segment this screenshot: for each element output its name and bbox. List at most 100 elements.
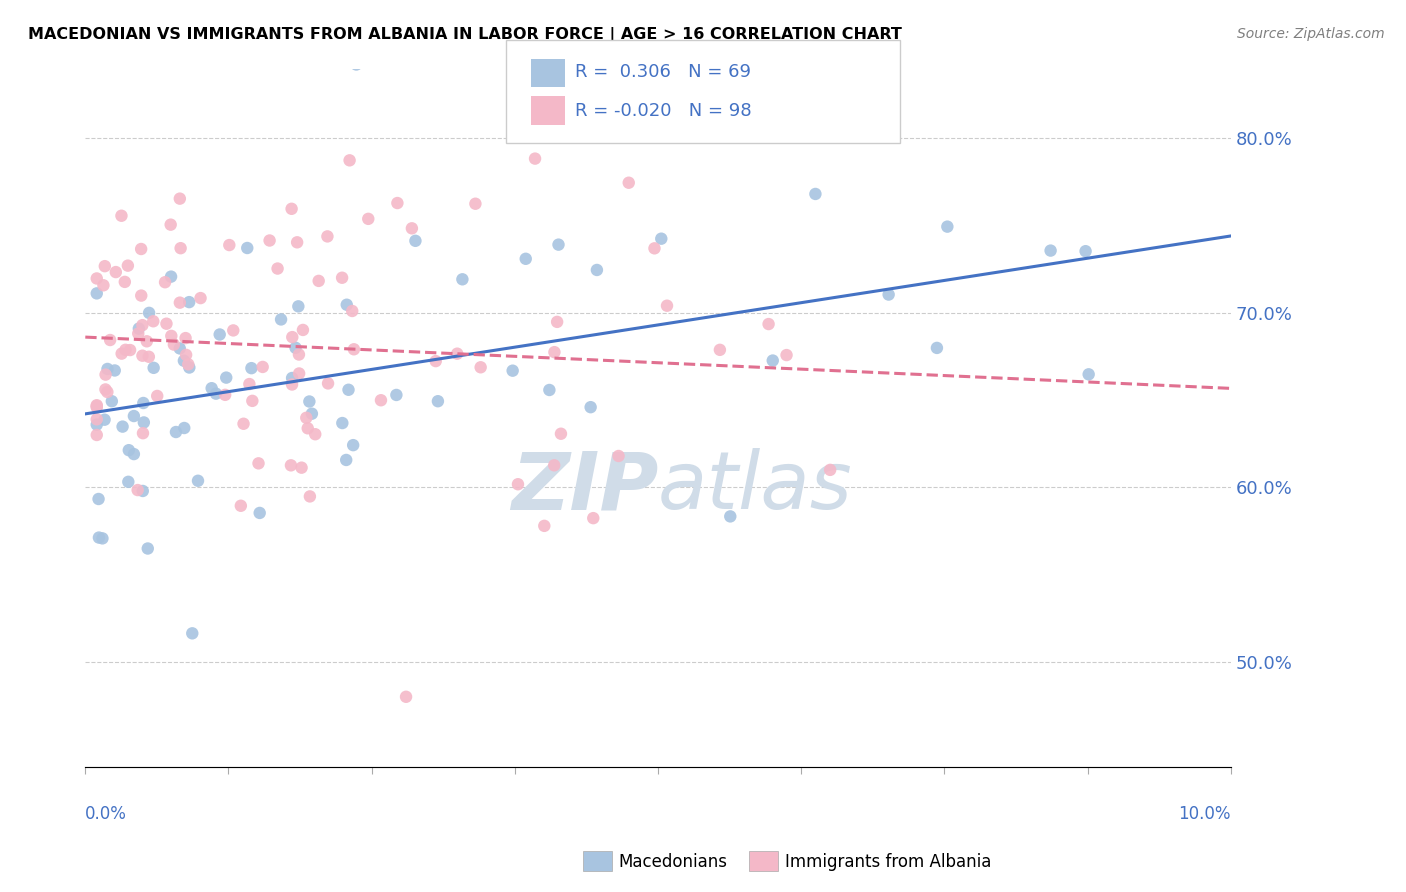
Point [344, 57, 367, 71]
Point [104, 363, 127, 377]
Point [104, 265, 127, 279]
Point [718, 509, 741, 524]
Point [118, 443, 141, 458]
Point [114, 343, 136, 357]
Point [370, 393, 392, 408]
Point [524, 152, 547, 166]
Point [94, 383, 117, 397]
Point [163, 337, 186, 351]
Point [291, 323, 314, 337]
Point [215, 370, 238, 384]
Point [187, 474, 209, 488]
Point [506, 477, 529, 491]
Point [173, 421, 195, 435]
Point [111, 419, 134, 434]
Point [287, 299, 309, 313]
Point [281, 330, 304, 344]
Point [342, 304, 364, 318]
Point [232, 417, 254, 431]
Point [86, 398, 108, 412]
Point [288, 347, 311, 361]
Point [165, 425, 187, 439]
Point [281, 371, 304, 385]
Point [138, 306, 160, 320]
Point [818, 463, 841, 477]
Point [387, 196, 409, 211]
Point [169, 342, 191, 356]
Point [247, 456, 270, 470]
Point [179, 360, 201, 375]
Point [177, 357, 200, 371]
Point [205, 386, 228, 401]
Point [240, 393, 263, 408]
Point [120, 343, 142, 357]
Point [533, 519, 555, 533]
Point [877, 287, 900, 301]
Point [304, 427, 326, 442]
Point [132, 416, 155, 430]
Point [337, 383, 360, 397]
Point [87, 531, 110, 545]
Point [86, 286, 108, 301]
Point [86, 271, 108, 285]
Point [709, 343, 731, 357]
Point [131, 349, 153, 363]
Point [142, 360, 165, 375]
Point [94, 368, 117, 382]
Text: 10.0%: 10.0% [1178, 805, 1230, 823]
Point [395, 690, 418, 704]
Point [295, 410, 318, 425]
Point [316, 376, 339, 391]
Point [153, 275, 176, 289]
Point [546, 315, 568, 329]
Point [586, 263, 609, 277]
Point [155, 317, 177, 331]
Point [655, 299, 678, 313]
Point [135, 334, 157, 349]
Point [129, 242, 152, 256]
Point [1039, 244, 1062, 258]
Point [343, 343, 366, 357]
Point [1077, 368, 1099, 382]
Point [91, 532, 114, 546]
Point [236, 241, 259, 255]
Point [174, 331, 197, 345]
Point [464, 196, 486, 211]
Point [280, 458, 302, 473]
Point [173, 353, 195, 368]
Point [127, 326, 149, 341]
Point [543, 458, 565, 473]
Point [515, 252, 537, 266]
Point [538, 383, 561, 397]
Point [266, 261, 288, 276]
Point [298, 490, 321, 504]
Text: 0.0%: 0.0% [86, 805, 127, 823]
Point [94, 259, 117, 273]
Point [218, 238, 240, 252]
Point [270, 312, 292, 326]
Point [142, 314, 165, 328]
Point [316, 229, 339, 244]
Point [607, 449, 630, 463]
Point [298, 394, 321, 409]
Point [87, 491, 110, 506]
Point [201, 381, 224, 395]
Point [240, 361, 263, 376]
Point [86, 428, 108, 442]
Point [550, 426, 572, 441]
Point [114, 275, 136, 289]
Point [804, 186, 827, 201]
Point [138, 350, 160, 364]
Point [86, 412, 108, 426]
Text: Source: ZipAtlas.com: Source: ZipAtlas.com [1237, 27, 1385, 41]
Point [181, 626, 204, 640]
Point [288, 367, 311, 381]
Point [128, 321, 150, 335]
Point [159, 218, 181, 232]
Point [401, 221, 423, 235]
Point [132, 483, 155, 498]
Text: Macedonians: Macedonians [619, 853, 728, 871]
Point [385, 388, 408, 402]
Point [214, 388, 236, 402]
Point [93, 278, 115, 293]
